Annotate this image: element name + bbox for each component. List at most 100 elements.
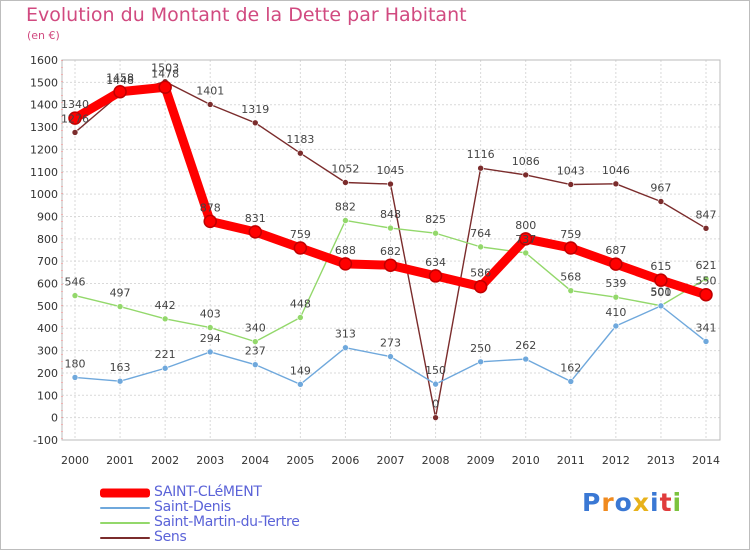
y-tick-label: 100 (37, 389, 58, 402)
data-point (116, 377, 124, 385)
x-tick-label: 2006 (331, 454, 359, 467)
data-point (612, 293, 620, 301)
x-tick-label: 2013 (647, 454, 675, 467)
data-point (251, 119, 259, 127)
data-point (387, 224, 394, 232)
data-point (657, 302, 665, 310)
data-label: 501 (650, 286, 671, 299)
data-point (342, 217, 349, 224)
data-point (432, 414, 439, 421)
data-label: 250 (470, 342, 491, 355)
data-label: 341 (696, 321, 717, 334)
data-label: 150 (425, 364, 446, 377)
x-tick-label: 2004 (241, 454, 269, 467)
data-point (203, 214, 217, 229)
data-point (702, 275, 710, 283)
x-tick-label: 2012 (602, 454, 630, 467)
data-label: 737 (515, 233, 536, 246)
data-label: 1116 (467, 148, 495, 161)
data-point (297, 381, 304, 388)
data-point (251, 338, 259, 345)
data-label: 967 (650, 181, 671, 194)
data-label: 163 (110, 361, 131, 374)
y-tick-label: 200 (37, 367, 58, 380)
data-point (702, 338, 710, 345)
y-tick-label: 800 (37, 233, 58, 246)
data-label: 688 (335, 244, 356, 257)
data-point (206, 348, 214, 356)
data-label: 621 (696, 259, 717, 272)
data-label: 825 (425, 213, 446, 226)
data-label: 831 (245, 212, 266, 225)
data-label: 442 (155, 299, 176, 312)
data-point (248, 225, 263, 239)
x-tick-label: 2014 (692, 454, 720, 467)
data-point (609, 257, 623, 271)
data-point (68, 111, 82, 125)
data-point (432, 380, 439, 388)
data-point (612, 180, 620, 188)
data-label: 162 (560, 361, 581, 374)
data-label: 759 (290, 228, 311, 241)
x-tick-label: 2000 (61, 454, 89, 467)
data-label: 1086 (512, 155, 540, 168)
y-tick-label: 1500 (30, 76, 58, 89)
data-label: 615 (650, 260, 671, 273)
y-tick-label: 700 (37, 255, 58, 268)
data-label: 1046 (602, 164, 630, 177)
data-point (567, 181, 575, 188)
data-point (297, 149, 304, 157)
y-tick-label: 500 (37, 300, 58, 313)
data-label: 448 (290, 298, 311, 311)
data-point (387, 180, 394, 188)
data-point (71, 292, 79, 299)
x-tick-label: 2011 (557, 454, 585, 467)
data-label: 546 (65, 276, 86, 289)
data-label: 550 (696, 275, 717, 288)
y-tick-label: 400 (37, 322, 58, 335)
data-point (522, 249, 530, 257)
data-label: 180 (65, 357, 86, 370)
data-label: 500 (650, 286, 671, 299)
data-label: 149 (290, 364, 311, 377)
data-label: 497 (110, 287, 131, 300)
data-label: 634 (425, 256, 446, 269)
x-tick-label: 2008 (422, 454, 450, 467)
y-tick-label: 1600 (30, 54, 58, 67)
data-point (432, 229, 439, 237)
data-point (206, 101, 214, 108)
data-label: 759 (560, 228, 581, 241)
data-point (522, 171, 530, 179)
data-point (161, 315, 169, 323)
line-chart: -100 0 100 200 300 400 500 600 700 800 900 1000 1100… (30, 54, 721, 467)
data-label: 1458 (106, 72, 134, 85)
y-tick-label: 1100 (30, 166, 58, 179)
legend-swatch-saint-martin-du-tertre (100, 521, 150, 524)
data-point (383, 258, 398, 272)
data-label: 410 (605, 306, 626, 319)
data-label: 1183 (286, 133, 314, 146)
data-label: 568 (560, 271, 581, 284)
data-label: 848 (380, 208, 401, 221)
data-label: 273 (380, 337, 401, 350)
data-label: 237 (245, 345, 266, 358)
data-point (338, 257, 353, 271)
data-point (564, 241, 578, 255)
data-label: 1340 (61, 98, 89, 111)
data-point (387, 353, 394, 360)
data-label: 1319 (241, 103, 269, 116)
legend-swatch-sens (100, 536, 150, 539)
x-tick-label: 2010 (512, 454, 540, 467)
data-point (206, 324, 214, 331)
data-point (702, 225, 710, 232)
data-point (297, 314, 304, 321)
data-label: 682 (380, 245, 401, 258)
x-tick-label: 2009 (467, 454, 495, 467)
data-point (473, 279, 488, 294)
data-point (518, 232, 533, 246)
legend-label: Sens (154, 529, 187, 545)
data-label: 539 (605, 277, 626, 290)
y-tick-label: 900 (37, 210, 58, 223)
y-tick-label: -100 (33, 434, 58, 447)
data-point (251, 361, 259, 368)
